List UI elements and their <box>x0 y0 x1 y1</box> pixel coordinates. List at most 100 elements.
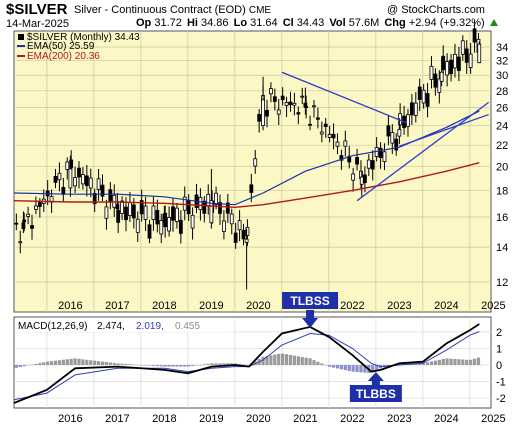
price-x-tick-label: 2023 <box>387 300 411 312</box>
symbol-title: $SILVER <box>6 1 68 18</box>
annotation-label: TLBSS <box>290 294 329 308</box>
histogram-bar <box>136 364 140 366</box>
price-x-tick-label: 2022 <box>340 300 364 312</box>
histogram-bar <box>100 361 105 365</box>
candle-body <box>209 200 214 224</box>
candle-body <box>186 200 191 215</box>
vol-label: Vol <box>329 17 346 29</box>
candle-body <box>135 218 140 233</box>
candle-body <box>456 56 461 71</box>
candle-body <box>406 114 410 127</box>
histogram-bar <box>194 364 199 366</box>
candle-body <box>343 140 348 147</box>
histogram-bar <box>418 363 422 365</box>
candle-body <box>308 123 312 126</box>
histogram-bar <box>69 358 73 365</box>
histogram-bar <box>449 358 453 365</box>
price-y-tick-label: 14 <box>496 242 508 254</box>
macd-value: 2.474, <box>97 321 125 332</box>
candle-body <box>437 78 442 93</box>
histogram-bar <box>237 363 242 365</box>
price-panel-frame <box>13 30 492 313</box>
histogram-bar <box>85 359 89 365</box>
candle-body <box>244 238 249 243</box>
candle-body <box>269 88 273 95</box>
macd-legend: MACD(12,26,9) 2.474, 2.019, 0.455 <box>16 319 231 332</box>
histogram-bar <box>465 359 469 365</box>
histogram-bar <box>151 364 156 366</box>
candle-body <box>115 204 120 210</box>
candle-body <box>378 147 383 158</box>
price-y-tick-label: 30 <box>496 70 508 82</box>
candle-body <box>151 205 156 220</box>
histogram-bar <box>214 363 218 365</box>
candle-body <box>147 224 152 239</box>
candle-body <box>386 125 391 137</box>
histogram-bar <box>26 364 30 366</box>
macd-y-tick-label: 2 <box>496 327 502 339</box>
candle-body <box>26 213 30 217</box>
macd-x-tick-label: 2018 <box>152 413 176 425</box>
histogram-bar <box>132 364 136 365</box>
price-y-tick-label: 12 <box>496 277 508 289</box>
price-y-tick-label: 28 <box>496 86 508 98</box>
candle-body <box>394 138 399 151</box>
candle-body <box>265 109 269 117</box>
histogram-bar <box>143 364 148 366</box>
candle-body <box>96 178 101 190</box>
candle-body <box>288 101 293 105</box>
candle-body <box>397 128 402 137</box>
candle-body <box>88 177 93 189</box>
candle-body <box>429 65 434 80</box>
macd-y-tick-label: -2 <box>496 393 506 405</box>
histogram-bar <box>245 364 250 366</box>
candle-body <box>73 177 77 187</box>
histogram-bar <box>93 360 97 365</box>
op-label: Op <box>136 17 152 29</box>
histogram-bar <box>38 363 42 365</box>
histogram-bar <box>128 364 132 365</box>
candle-body <box>225 202 230 214</box>
candle-body <box>445 61 450 76</box>
price-x-tick-label: 2018 <box>152 300 176 312</box>
histogram-bar <box>402 363 406 365</box>
histogram-bar <box>469 359 473 365</box>
histogram-bar <box>155 364 159 367</box>
histogram-bar <box>218 363 222 365</box>
price-grid <box>14 31 491 312</box>
candle-body <box>433 73 438 88</box>
histogram-bar <box>206 363 210 365</box>
candle-body <box>335 141 340 147</box>
histogram-bar <box>375 364 379 371</box>
histogram-bar <box>331 364 336 368</box>
candle-body <box>34 205 38 210</box>
histogram-bar <box>453 358 457 365</box>
histogram-bar <box>461 359 465 365</box>
histogram-bar <box>30 364 34 366</box>
date-label: 14-Mar-2025 <box>6 18 69 30</box>
candle-body <box>53 176 58 183</box>
annotation-label: TLBBS <box>356 387 396 401</box>
histogram-bar <box>261 356 265 365</box>
candle-body <box>77 167 81 178</box>
histogram-bar <box>347 364 351 371</box>
histogram-bar <box>147 364 152 366</box>
histogram-bar <box>202 364 206 365</box>
histogram-bar <box>284 354 289 365</box>
trendline <box>281 71 407 124</box>
candle-body <box>272 96 277 102</box>
macd-x-tick-label: 2021 <box>293 413 317 425</box>
legend-price-text: $SILVER (Monthly) 34.43 <box>27 32 140 43</box>
candle-body <box>162 213 167 224</box>
candle-body <box>472 28 477 43</box>
macd-x-tick-label: 2017 <box>105 413 129 425</box>
candle-body <box>280 95 285 101</box>
histogram-bar <box>429 361 434 365</box>
candle-body <box>362 174 367 184</box>
histogram-bar <box>18 364 22 368</box>
histogram-bar <box>190 364 195 366</box>
price-legend: $SILVER (Monthly) 34.43 EMA(50) 25.59 EM… <box>17 32 140 62</box>
candle-body <box>359 176 364 185</box>
candle-body <box>104 206 109 219</box>
histogram-bar <box>363 364 367 373</box>
